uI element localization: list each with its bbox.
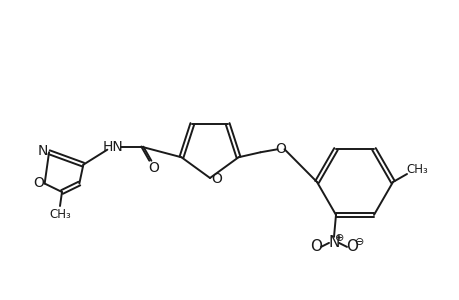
- Text: ⊕: ⊕: [335, 233, 344, 243]
- Text: O: O: [33, 176, 44, 190]
- Text: O: O: [345, 239, 357, 254]
- Text: O: O: [211, 172, 222, 186]
- Text: CH₃: CH₃: [49, 208, 71, 220]
- Text: O: O: [148, 161, 158, 175]
- Text: CH₃: CH₃: [405, 163, 427, 176]
- Text: N: N: [328, 236, 339, 250]
- Text: N: N: [38, 144, 48, 158]
- Text: ⊖: ⊖: [354, 237, 364, 247]
- Text: HN: HN: [103, 140, 123, 154]
- Text: O: O: [274, 142, 285, 156]
- Text: O: O: [309, 239, 321, 254]
